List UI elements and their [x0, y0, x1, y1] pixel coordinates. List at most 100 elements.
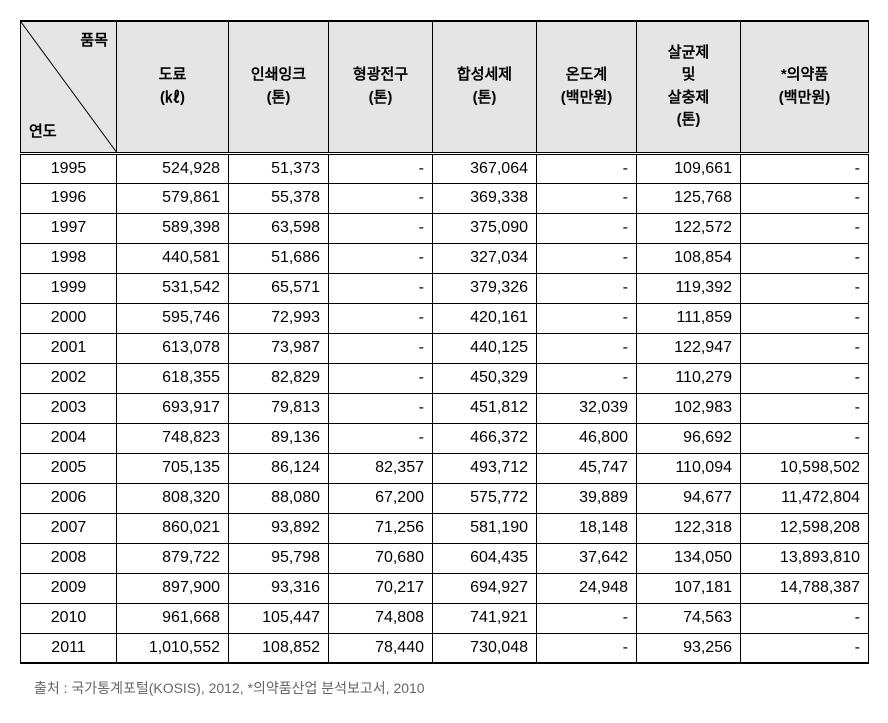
year-cell: 1996 — [21, 183, 117, 213]
data-cell: 74,808 — [329, 603, 433, 633]
data-cell: 119,392 — [637, 273, 741, 303]
col-label: 인쇄잉크 — [251, 66, 306, 83]
data-cell: 108,852 — [229, 633, 329, 663]
data-cell: 63,598 — [229, 213, 329, 243]
data-cell: 108,854 — [637, 243, 741, 273]
table-row: 1995524,92851,373-367,064-109,661- — [21, 153, 869, 183]
data-cell: - — [741, 393, 869, 423]
data-cell: - — [741, 333, 869, 363]
data-cell: - — [537, 213, 637, 243]
year-cell: 2005 — [21, 453, 117, 483]
col-label: *의약품 — [781, 66, 828, 83]
data-cell: 860,021 — [117, 513, 229, 543]
table-body: 1995524,92851,373-367,064-109,661-199657… — [21, 153, 869, 663]
year-cell: 2006 — [21, 483, 117, 513]
data-cell: 110,279 — [637, 363, 741, 393]
data-cell: - — [329, 273, 433, 303]
data-cell: - — [537, 183, 637, 213]
data-cell: 1,010,552 — [117, 633, 229, 663]
corner-cell: 품목 연도 — [21, 21, 117, 153]
year-cell: 2002 — [21, 363, 117, 393]
data-cell: 613,078 — [117, 333, 229, 363]
data-cell: - — [329, 243, 433, 273]
data-cell: 879,722 — [117, 543, 229, 573]
col-unit: (백만원) — [779, 89, 830, 106]
table-row: 2004748,82389,136-466,37246,80096,692- — [21, 423, 869, 453]
data-cell: 604,435 — [433, 543, 537, 573]
year-cell: 2004 — [21, 423, 117, 453]
data-cell: 93,892 — [229, 513, 329, 543]
data-cell: 105,447 — [229, 603, 329, 633]
data-cell: - — [537, 273, 637, 303]
col-unit: (톤) — [473, 89, 497, 106]
data-cell: - — [329, 393, 433, 423]
table-header: 품목 연도 도료 (㎘) 인쇄잉크 (톤) 형광전구 (톤) 합성세제 (톤) … — [21, 21, 869, 153]
data-cell: - — [329, 333, 433, 363]
data-cell: 579,861 — [117, 183, 229, 213]
data-cell: - — [741, 633, 869, 663]
data-cell: 375,090 — [433, 213, 537, 243]
data-cell: 125,768 — [637, 183, 741, 213]
col-header-ink: 인쇄잉크 (톤) — [229, 21, 329, 153]
corner-top-label: 품목 — [80, 30, 108, 53]
source-note: 출처 : 국가통계포털(KOSIS), 2012, *의약품산업 분석보고서, … — [20, 678, 868, 698]
data-cell: 96,692 — [637, 423, 741, 453]
col-label: 합성세제 — [457, 66, 512, 83]
data-cell: 618,355 — [117, 363, 229, 393]
table-row: 2005705,13586,12482,357493,71245,747110,… — [21, 453, 869, 483]
col-label: 온도계 — [566, 66, 607, 83]
data-cell: 71,256 — [329, 513, 433, 543]
data-cell: 67,200 — [329, 483, 433, 513]
data-cell: 367,064 — [433, 153, 537, 183]
col-unit: (㎘) — [160, 89, 185, 106]
data-cell: - — [741, 153, 869, 183]
data-cell: 18,148 — [537, 513, 637, 543]
data-cell: 111,859 — [637, 303, 741, 333]
data-cell: 110,094 — [637, 453, 741, 483]
data-cell: 705,135 — [117, 453, 229, 483]
corner-bottom-label: 연도 — [29, 121, 57, 144]
data-cell: 122,947 — [637, 333, 741, 363]
table-row: 2010961,668105,44774,808741,921-74,563- — [21, 603, 869, 633]
data-cell: 808,320 — [117, 483, 229, 513]
table-row: 2007860,02193,89271,256581,19018,148122,… — [21, 513, 869, 543]
data-cell: - — [537, 153, 637, 183]
year-cell: 2010 — [21, 603, 117, 633]
data-cell: 440,125 — [433, 333, 537, 363]
data-cell: 46,800 — [537, 423, 637, 453]
data-cell: 122,318 — [637, 513, 741, 543]
data-cell: 14,788,387 — [741, 573, 869, 603]
data-cell: 24,948 — [537, 573, 637, 603]
table-row: 2006808,32088,08067,200575,77239,88994,6… — [21, 483, 869, 513]
data-cell: 741,921 — [433, 603, 537, 633]
data-cell: 581,190 — [433, 513, 537, 543]
col-label: 형광전구 — [353, 66, 408, 83]
data-cell: 493,712 — [433, 453, 537, 483]
data-cell: - — [537, 363, 637, 393]
data-cell: - — [537, 243, 637, 273]
data-cell: 11,472,804 — [741, 483, 869, 513]
data-cell: 134,050 — [637, 543, 741, 573]
data-cell: - — [329, 303, 433, 333]
year-cell: 2007 — [21, 513, 117, 543]
data-cell: 95,798 — [229, 543, 329, 573]
year-cell: 2011 — [21, 633, 117, 663]
data-cell: - — [741, 423, 869, 453]
data-cell: 102,983 — [637, 393, 741, 423]
data-cell: 466,372 — [433, 423, 537, 453]
data-cell: - — [537, 333, 637, 363]
table-row: 1999531,54265,571-379,326-119,392- — [21, 273, 869, 303]
data-cell: 88,080 — [229, 483, 329, 513]
data-cell: 450,329 — [433, 363, 537, 393]
col-header-fluorescent: 형광전구 (톤) — [329, 21, 433, 153]
data-cell: 524,928 — [117, 153, 229, 183]
data-cell: 107,181 — [637, 573, 741, 603]
data-cell: 897,900 — [117, 573, 229, 603]
production-table: 품목 연도 도료 (㎘) 인쇄잉크 (톤) 형광전구 (톤) 합성세제 (톤) … — [20, 20, 869, 664]
data-cell: 961,668 — [117, 603, 229, 633]
data-cell: 32,039 — [537, 393, 637, 423]
data-cell: 451,812 — [433, 393, 537, 423]
year-cell: 2001 — [21, 333, 117, 363]
year-cell: 1999 — [21, 273, 117, 303]
table-row: 2009897,90093,31670,217694,92724,948107,… — [21, 573, 869, 603]
